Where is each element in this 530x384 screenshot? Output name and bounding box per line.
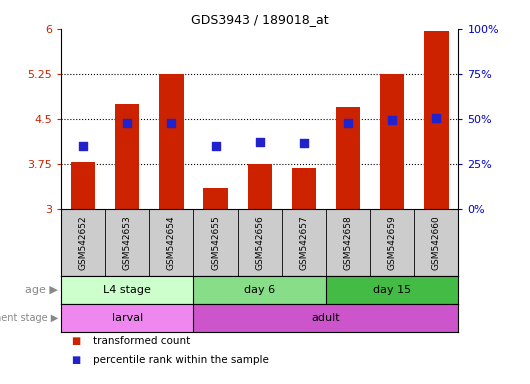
- Bar: [71, 162, 95, 209]
- Bar: [326, 276, 458, 304]
- Text: percentile rank within the sample: percentile rank within the sample: [93, 355, 269, 365]
- Point: [388, 117, 396, 123]
- Bar: [159, 74, 183, 209]
- Point: [123, 120, 131, 126]
- Bar: [61, 304, 193, 332]
- Point: [255, 139, 264, 145]
- Text: GSM542659: GSM542659: [388, 215, 396, 270]
- Text: ■: ■: [72, 355, 81, 365]
- Point: [211, 143, 220, 149]
- Point: [299, 140, 308, 146]
- Point: [167, 120, 175, 126]
- Title: GDS3943 / 189018_at: GDS3943 / 189018_at: [191, 13, 329, 26]
- Bar: [424, 31, 448, 209]
- Point: [79, 143, 87, 149]
- Text: development stage ▶: development stage ▶: [0, 313, 58, 323]
- Bar: [336, 107, 360, 209]
- Text: age ▶: age ▶: [25, 285, 58, 295]
- Bar: [193, 276, 326, 304]
- Text: GSM542655: GSM542655: [211, 215, 220, 270]
- Text: ■: ■: [72, 336, 81, 346]
- Text: GSM542657: GSM542657: [299, 215, 308, 270]
- Bar: [380, 74, 404, 209]
- Bar: [193, 304, 458, 332]
- Text: adult: adult: [312, 313, 340, 323]
- Bar: [115, 104, 139, 209]
- Text: GSM542656: GSM542656: [255, 215, 264, 270]
- Point: [432, 115, 440, 121]
- Text: GSM542653: GSM542653: [123, 215, 131, 270]
- Text: GSM542654: GSM542654: [167, 215, 176, 270]
- Text: larval: larval: [112, 313, 143, 323]
- Text: GSM542660: GSM542660: [432, 215, 441, 270]
- Bar: [248, 164, 272, 209]
- Bar: [292, 168, 316, 209]
- Text: GSM542658: GSM542658: [343, 215, 352, 270]
- Text: L4 stage: L4 stage: [103, 285, 151, 295]
- Text: GSM542652: GSM542652: [78, 215, 87, 270]
- Text: day 15: day 15: [373, 285, 411, 295]
- Point: [344, 120, 352, 126]
- Bar: [204, 188, 228, 209]
- Text: transformed count: transformed count: [93, 336, 190, 346]
- Bar: [61, 276, 193, 304]
- Text: day 6: day 6: [244, 285, 275, 295]
